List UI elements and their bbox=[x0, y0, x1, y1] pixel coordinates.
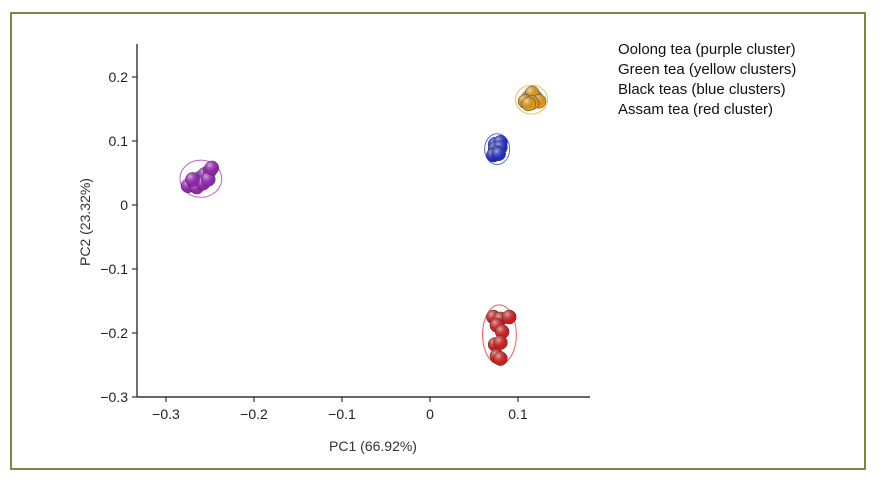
data-point-highlight bbox=[502, 310, 517, 324]
y-tick-label: −0.1 bbox=[100, 261, 128, 277]
x-axis-label: PC1 (66.92%) bbox=[329, 438, 417, 454]
data-point-highlight bbox=[491, 146, 506, 161]
chart-points bbox=[179, 84, 549, 366]
y-tick-label: 0.2 bbox=[109, 69, 129, 85]
data-point-highlight bbox=[493, 335, 508, 350]
y-tick-label: −0.2 bbox=[100, 325, 128, 341]
cluster-ellipse bbox=[515, 84, 549, 115]
legend-entry-black: Black teas (blue clusters) bbox=[618, 81, 786, 98]
legend-entry-green: Green tea (yellow clusters) bbox=[618, 61, 797, 78]
x-tick-label: −0.2 bbox=[240, 406, 268, 422]
figure-frame bbox=[10, 12, 866, 470]
x-tick-label: 0 bbox=[426, 406, 434, 422]
cluster-ellipse bbox=[484, 133, 511, 166]
y-tick-label: −0.3 bbox=[100, 389, 128, 405]
x-tick-label: −0.1 bbox=[328, 406, 356, 422]
x-tick-label: −0.3 bbox=[152, 406, 180, 422]
legend-entry-assam: Assam tea (red cluster) bbox=[618, 101, 774, 118]
legend: Oolong tea (purple cluster) Green tea (y… bbox=[618, 40, 796, 120]
data-point-highlight bbox=[185, 172, 200, 187]
data-point-highlight bbox=[204, 160, 219, 175]
data-point-highlight bbox=[201, 172, 216, 187]
legend-entry-oolong: Oolong tea (purple cluster) bbox=[618, 41, 796, 58]
chart-axes: 0.2 0.1 0 −0.1 −0.2 −0.3 −0.3 −0.2 −0.1 0 0.1 bbox=[100, 44, 590, 422]
data-point-highlight bbox=[521, 96, 536, 111]
y-axis-label: PC2 (23.32%) bbox=[77, 178, 93, 266]
y-tick-label: 0 bbox=[120, 197, 128, 213]
x-tick-label: 0.1 bbox=[508, 406, 528, 422]
data-point-highlight bbox=[495, 324, 510, 339]
y-tick-label: 0.1 bbox=[109, 133, 129, 149]
data-point-highlight bbox=[493, 351, 508, 366]
cluster-ellipse bbox=[179, 159, 223, 198]
